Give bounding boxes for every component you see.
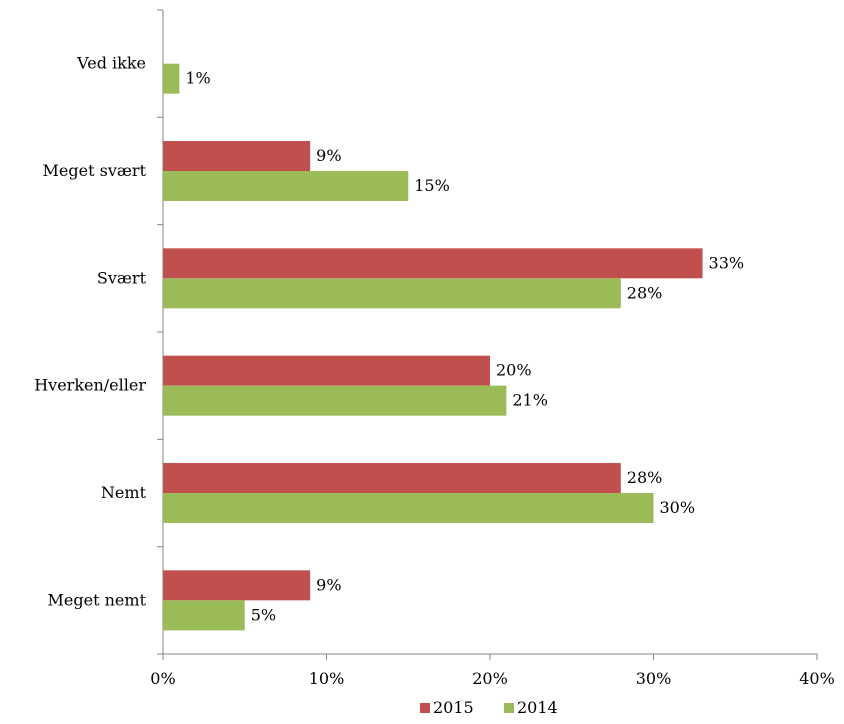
bar-2015-hverken-eller bbox=[163, 355, 490, 386]
category-label-meget-nemt: Meget nemt bbox=[48, 590, 147, 609]
data-label-2014-meget-svært: 15% bbox=[414, 176, 450, 195]
legend-label-2014: 2014 bbox=[517, 698, 558, 717]
data-label-2015-meget-svært: 9% bbox=[316, 146, 341, 165]
data-label-2015-nemt: 28% bbox=[627, 468, 663, 487]
bar-2014-meget-nemt bbox=[163, 600, 245, 631]
data-label-2014-nemt: 30% bbox=[660, 498, 696, 517]
x-tick-label: 10% bbox=[309, 669, 345, 688]
data-label-2015-meget-nemt: 9% bbox=[316, 575, 341, 594]
bar-2014-hverken-eller bbox=[163, 385, 507, 416]
x-tick-label: 0% bbox=[150, 669, 175, 688]
category-label-hverken-eller: Hverken/eller bbox=[34, 376, 146, 395]
legend-swatch-2014 bbox=[504, 703, 514, 713]
category-label-meget-svært: Meget svært bbox=[43, 161, 147, 180]
bar-2014-meget-svært bbox=[163, 171, 409, 201]
data-label-2014-hverken-eller: 21% bbox=[512, 391, 548, 410]
bars bbox=[163, 63, 703, 631]
category-labels: Ved ikke Meget svært Svært Hverken/eller Nem… bbox=[34, 54, 146, 610]
category-label-ved-ikke: Ved ikke bbox=[76, 54, 146, 73]
category-label-nemt: Nemt bbox=[101, 483, 147, 502]
legend-swatch-2015 bbox=[420, 703, 430, 713]
bar-2014-ved-ikke bbox=[163, 63, 180, 94]
bar-2014-nemt bbox=[163, 493, 654, 523]
data-label-2014-ved-ikke: 1% bbox=[185, 69, 210, 88]
bar-2014-svært bbox=[163, 278, 621, 309]
data-labels: 1% 9% 15% 33% 28% 20% 21% 28% 30% 9% 5% bbox=[185, 69, 744, 625]
category-label-svært: Svært bbox=[97, 268, 147, 287]
data-label-2014-svært: 28% bbox=[627, 283, 663, 302]
bar-2015-nemt bbox=[163, 463, 621, 493]
x-tick-label: 40% bbox=[799, 669, 835, 688]
legend: 2015 2014 bbox=[420, 698, 558, 717]
x-tick-label: 20% bbox=[472, 669, 508, 688]
bar-2015-meget-nemt bbox=[163, 570, 311, 601]
x-axis-ticks: 0% 10% 20% 30% 40% bbox=[150, 654, 835, 688]
y-axis-ticks bbox=[157, 9, 163, 655]
data-label-2015-hverken-eller: 20% bbox=[496, 361, 532, 380]
legend-label-2015: 2015 bbox=[433, 698, 474, 717]
bar-2015-svært bbox=[163, 248, 703, 279]
x-tick-label: 30% bbox=[636, 669, 672, 688]
data-label-2015-svært: 33% bbox=[709, 253, 745, 272]
bar-2015-meget-svært bbox=[163, 141, 311, 171]
data-label-2014-meget-nemt: 5% bbox=[251, 605, 276, 624]
